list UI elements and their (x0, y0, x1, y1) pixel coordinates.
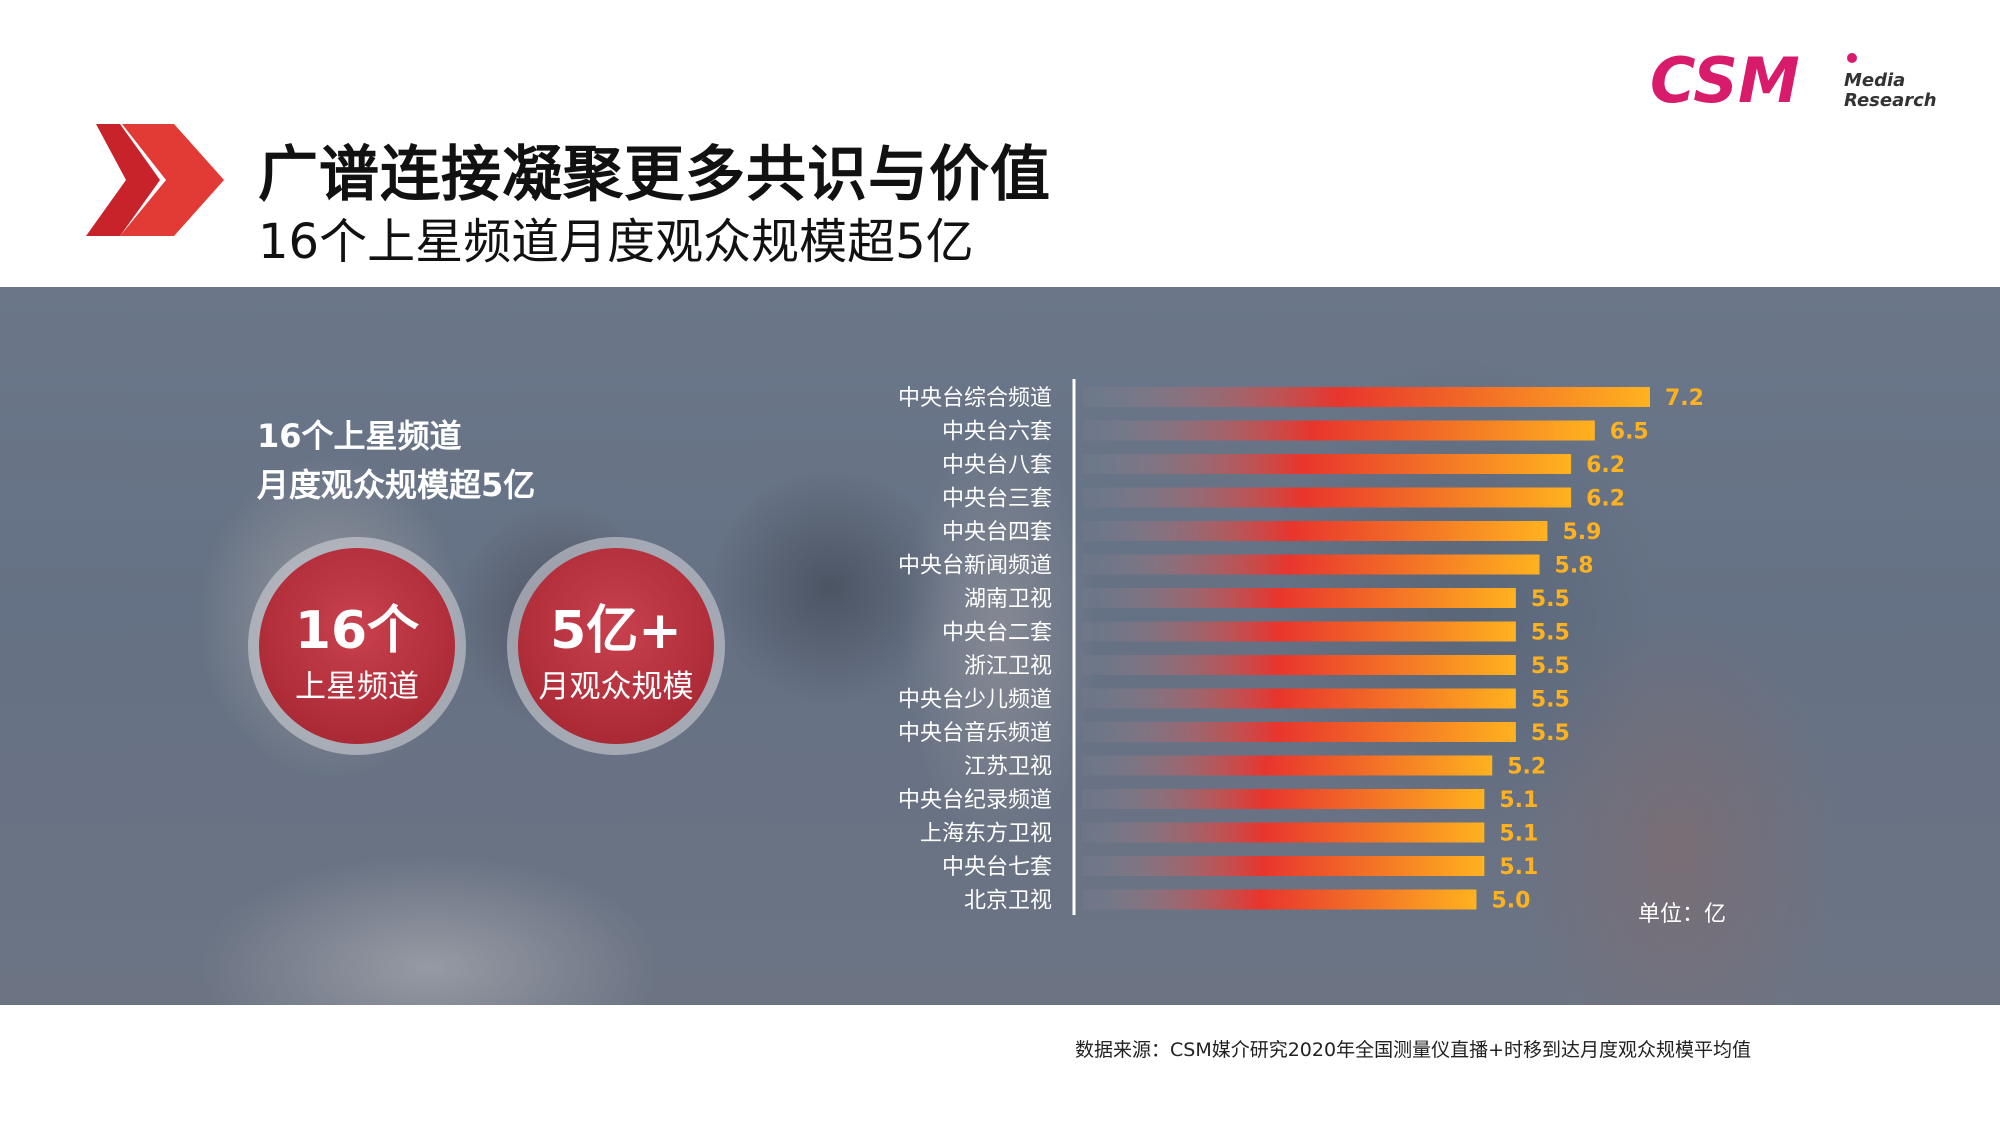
chevron-arrows-icon (62, 124, 224, 236)
value-label: 5.5 (1531, 587, 1570, 612)
bar-13 (1082, 822, 1485, 843)
value-label: 5.1 (1499, 788, 1538, 813)
bar-7 (1082, 621, 1516, 642)
bar-12 (1082, 789, 1485, 809)
stat-caption: 上星频道 (295, 669, 419, 705)
data-source-note: 数据来源：CSM媒介研究2020年全国测量仪直播+时移到达月度观众规模平均值 (1075, 1039, 1751, 1061)
bar-11 (1082, 755, 1493, 776)
value-label: 5.9 (1562, 520, 1601, 545)
value-label: 5.1 (1499, 822, 1538, 847)
value-label: 5.5 (1531, 654, 1570, 679)
category-label: 中央台六套 (942, 420, 1052, 445)
category-label: 中央台音乐频道 (898, 721, 1052, 746)
svg-text:Research: Research (1844, 90, 1937, 111)
category-label: 中央台八套 (942, 453, 1052, 478)
value-label: 5.1 (1499, 855, 1538, 880)
svg-text:Media: Media (1844, 70, 1905, 91)
category-label: 中央台三套 (942, 487, 1052, 512)
category-label: 上海东方卫视 (920, 822, 1052, 847)
category-label: 浙江卫视 (964, 654, 1052, 679)
bar-9 (1082, 688, 1516, 709)
category-label: 湖南卫视 (964, 587, 1052, 612)
overlay-text-line1: 16个上星频道 (257, 417, 462, 455)
value-label: 5.5 (1531, 621, 1570, 646)
category-label: 中央台二套 (942, 621, 1052, 646)
header: 广谱连接凝聚更多共识与价值 16个上星频道月度观众规模超5亿 CSM Media… (0, 0, 2000, 287)
value-label: 5.2 (1507, 755, 1546, 780)
value-label: 5.5 (1531, 721, 1570, 746)
bar-10 (1082, 722, 1516, 742)
bar-3 (1082, 487, 1572, 508)
bar-4 (1082, 521, 1548, 541)
value-label: 5.5 (1531, 688, 1570, 713)
value-label: 6.5 (1610, 420, 1649, 445)
value-label: 5.8 (1555, 554, 1594, 579)
page-subtitle: 16个上星频道月度观众规模超5亿 (258, 214, 974, 270)
svg-text:CSM: CSM (1650, 50, 1800, 117)
category-label: 北京卫视 (964, 889, 1052, 914)
stat-value: 5亿+ (550, 601, 682, 661)
category-label: 中央台少儿频道 (898, 688, 1052, 713)
stat-circle-channels: 16个 上星频道 (248, 537, 466, 755)
bar-5 (1082, 554, 1540, 575)
stat-circle-audience: 5亿+ 月观众规模 (507, 537, 725, 755)
value-label: 6.2 (1586, 487, 1625, 512)
bar-15 (1082, 889, 1477, 910)
bar-8 (1082, 655, 1516, 675)
bar-14 (1082, 856, 1485, 876)
category-label: 中央台新闻频道 (898, 554, 1052, 579)
category-label: 中央台纪录频道 (898, 788, 1052, 813)
value-label: 5.0 (1491, 889, 1530, 914)
chart-panel: 16个上星频道 月度观众规模超5亿 16个 上星频道 5亿+ 月观众规模 中央台… (0, 287, 2000, 1005)
stat-caption: 月观众规模 (538, 669, 694, 705)
value-label: 6.2 (1586, 453, 1625, 478)
overlay-text-line2: 月度观众规模超5亿 (257, 466, 536, 504)
stat-value: 16个 (294, 601, 420, 661)
bar-chart: 中央台综合频道 7.2 中央台六套 6.5 中央台八套 6.2 中央台三套 6.2 中央台四套 5… (898, 379, 1704, 915)
category-label: 中央台七套 (942, 855, 1052, 880)
unit-label: 单位：亿 (1638, 902, 1727, 927)
bar-6 (1082, 588, 1516, 608)
category-label: 中央台四套 (942, 520, 1052, 545)
value-label: 7.2 (1665, 386, 1704, 411)
bar-1 (1082, 420, 1595, 441)
page-title: 广谱连接凝聚更多共识与价值 (258, 140, 1051, 210)
category-label: 江苏卫视 (964, 755, 1052, 780)
csm-logo: CSM Media Research (1650, 50, 1937, 117)
bar-0 (1082, 387, 1650, 407)
category-label: 中央台综合频道 (898, 386, 1052, 411)
bar-2 (1082, 454, 1572, 474)
